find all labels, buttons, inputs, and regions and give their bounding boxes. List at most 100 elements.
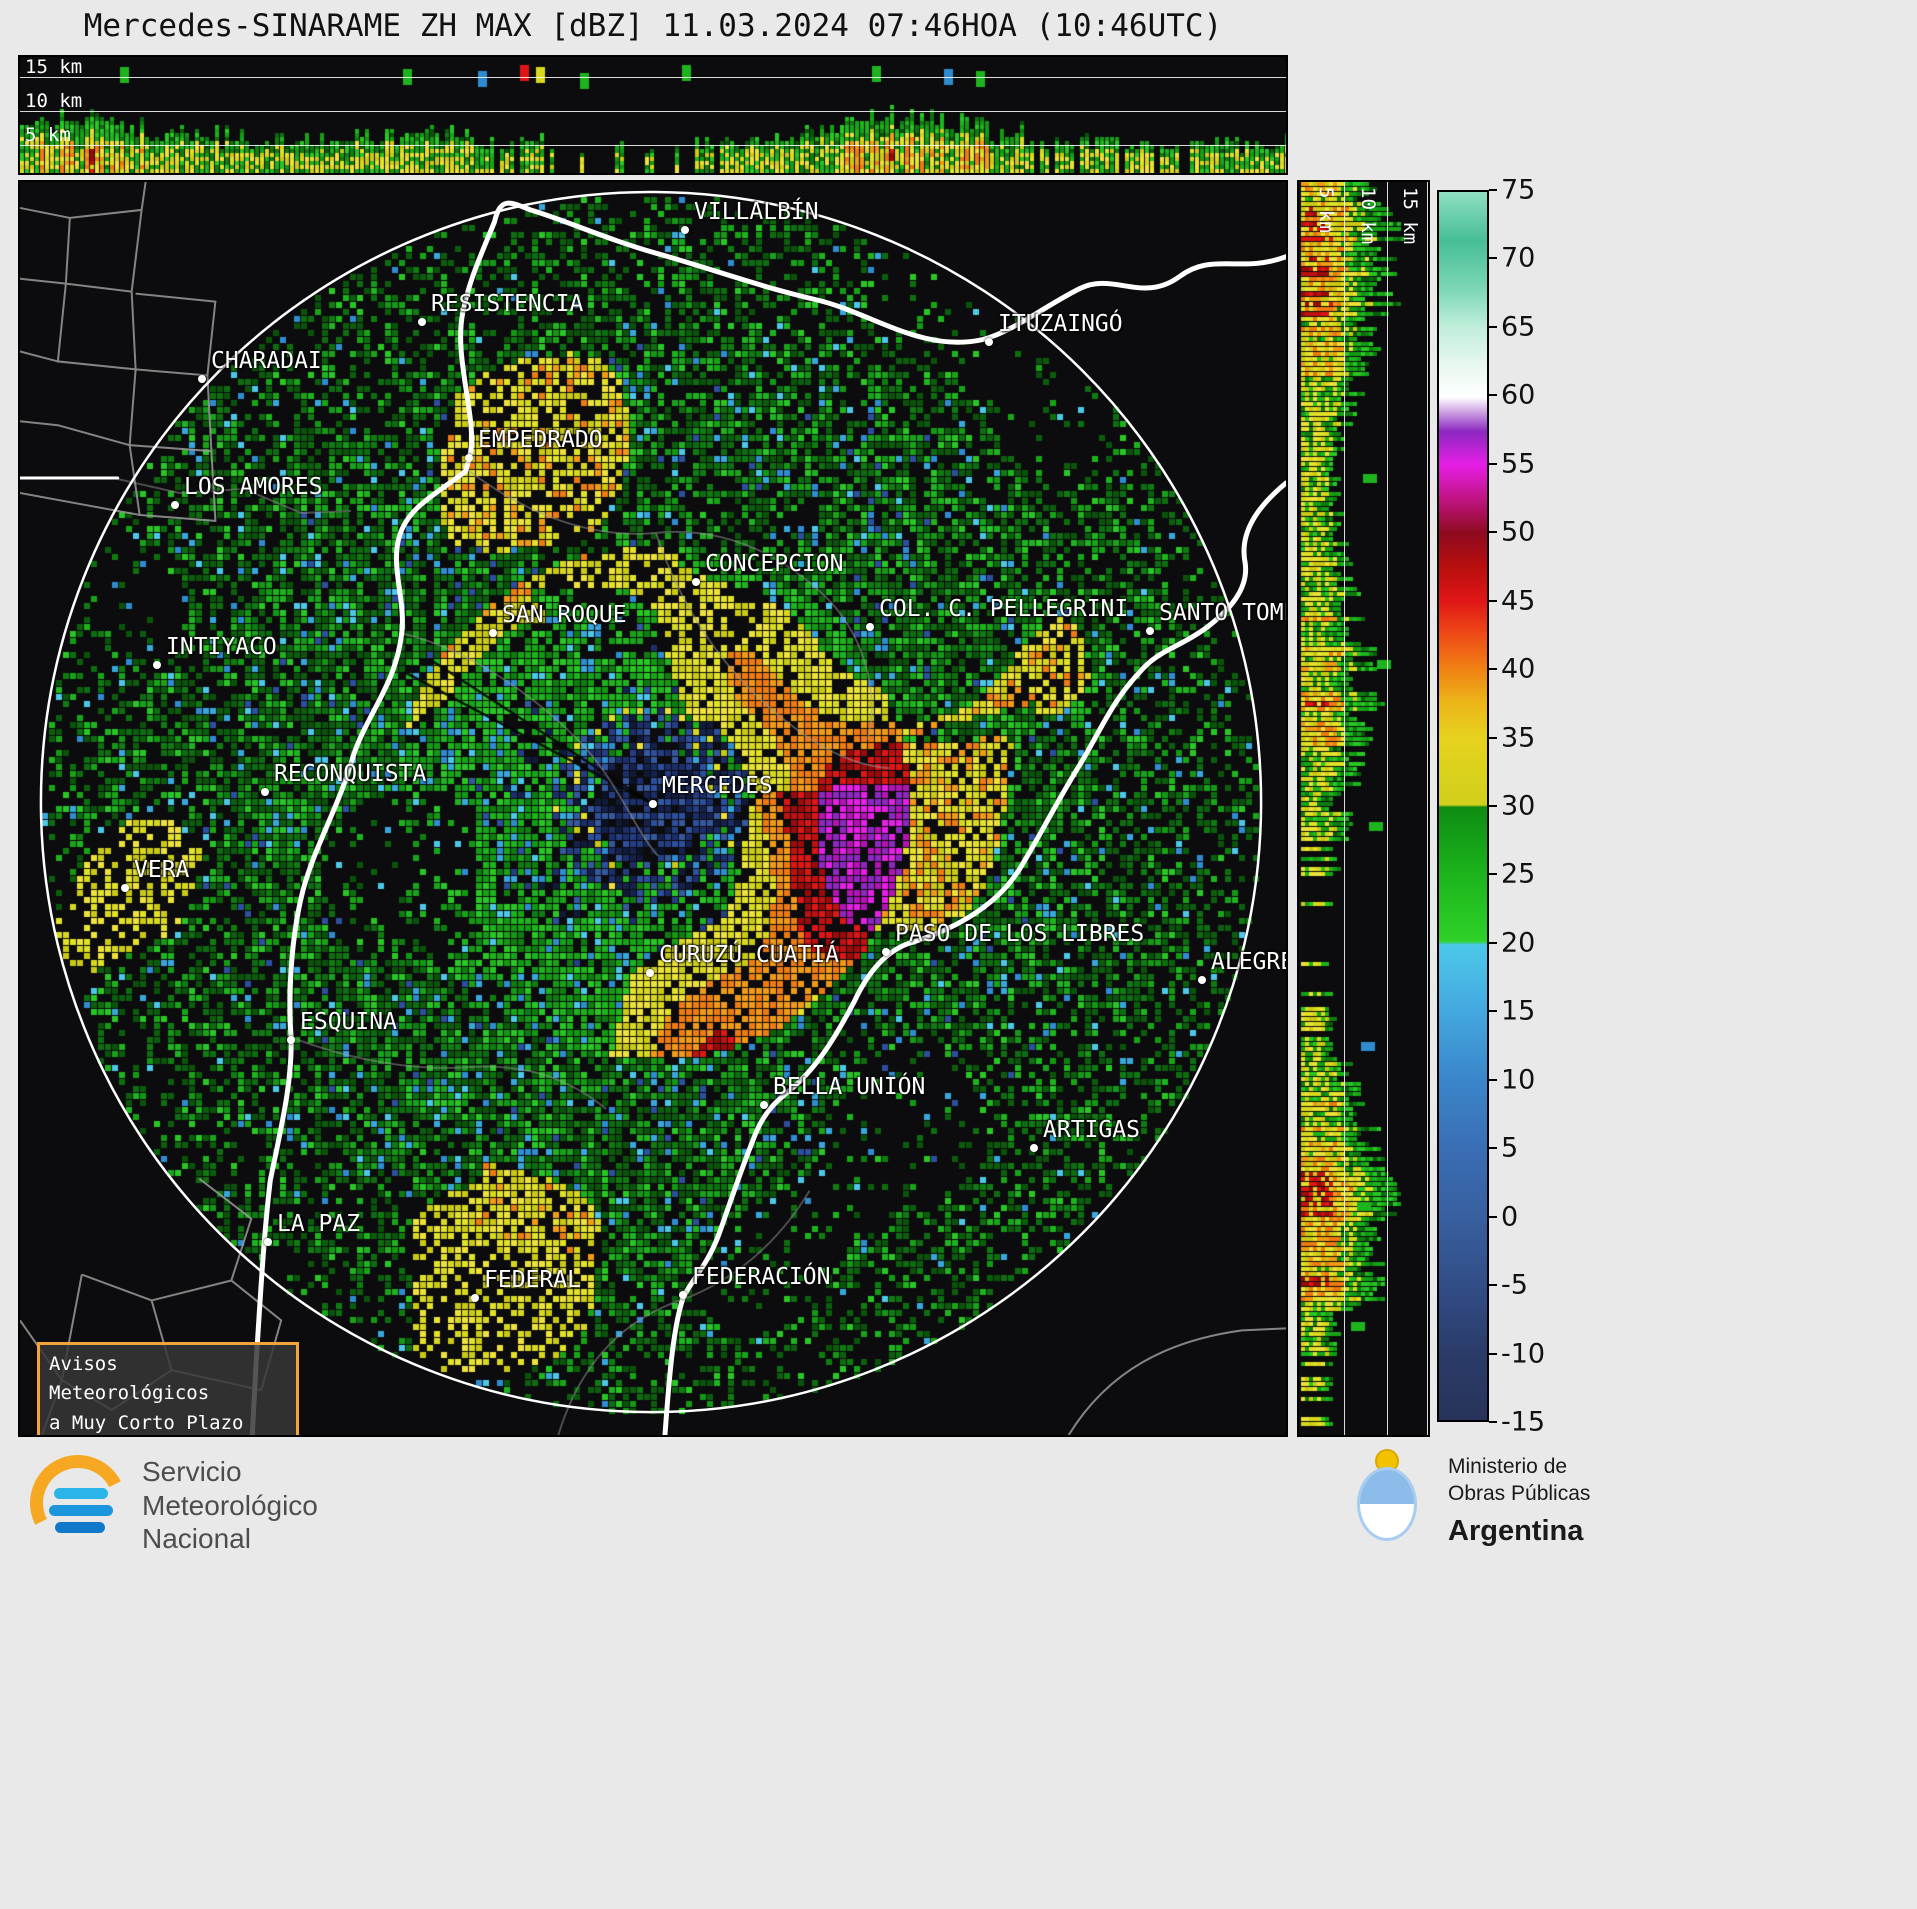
city-label: RESISTENCIA xyxy=(431,291,584,317)
ministry-wordmark: Ministerio de Obras Públicas Argentina xyxy=(1448,1453,1590,1550)
city-label: ALEGRETE xyxy=(1211,949,1286,975)
range-ring xyxy=(39,190,1263,1414)
colorbar-tick-label: -15 xyxy=(1501,1406,1546,1438)
colorbar-tick-label: 5 xyxy=(1501,1132,1519,1164)
city-label: FEDERACIÓN xyxy=(692,1264,831,1290)
colorbar-tick-mark xyxy=(1489,941,1497,944)
colorbar-tick-label: 30 xyxy=(1501,790,1536,822)
colorbar-tick-label: 45 xyxy=(1501,585,1536,617)
city-dot xyxy=(760,1101,768,1109)
city-dot xyxy=(882,948,890,956)
city-label: LA PAZ xyxy=(277,1211,361,1237)
interior-boundaries xyxy=(117,468,890,1435)
city-label: ITUZAINGÓ xyxy=(998,311,1123,337)
colorbar-tick-mark xyxy=(1489,1215,1497,1218)
alert-line-1: Avisos Meteorológicos xyxy=(49,1353,210,1405)
city-label: ARTIGAS xyxy=(1043,1117,1140,1143)
colorbar-tick-label: -10 xyxy=(1501,1338,1546,1370)
colorbar-tick-label: 15 xyxy=(1501,995,1536,1027)
smn-logo-stripe-icon xyxy=(55,1522,105,1533)
city-label: SAN ROQUE xyxy=(502,602,627,628)
city-layer: VILLALBÍN RESISTENCIA CHARADAI ITUZAINGÓ EMP… xyxy=(20,182,1286,1435)
colorbar-tick-label: 55 xyxy=(1501,448,1536,480)
city-label: VILLALBÍN xyxy=(694,199,819,225)
ministry-line: Obras Públicas xyxy=(1448,1482,1591,1506)
smn-logo-stripe-icon xyxy=(54,1488,108,1499)
colorbar-tick-mark xyxy=(1489,805,1497,807)
city-dot xyxy=(153,661,161,669)
city-dot xyxy=(465,454,473,462)
colorbar-tick-label: 60 xyxy=(1501,379,1536,411)
parana-river xyxy=(249,200,1286,1435)
city-label: LOS AMORES xyxy=(184,474,323,500)
colorbar-tick-mark xyxy=(1489,325,1497,328)
radar-echo-canvas xyxy=(20,182,1286,1435)
height-label: 5 km xyxy=(1315,187,1337,233)
city-label: COL. C. PELLEGRINI xyxy=(879,596,1129,622)
page-title: Mercedes-SINARAME ZH MAX [dBZ] 11.03.202… xyxy=(83,8,1223,44)
city-label: FEDERAL xyxy=(484,1267,581,1293)
height-gridline xyxy=(20,145,1286,146)
alert-line-2: a Muy Corto Plazo xyxy=(49,1411,244,1434)
city-label: MERCEDES xyxy=(662,773,773,799)
colorbar-tick-mark xyxy=(1489,1421,1497,1423)
right-cross-section-echoes xyxy=(1299,182,1428,1435)
colorbar-tick-label: 25 xyxy=(1501,858,1536,890)
city-label: CURUZÚ CUATIÁ xyxy=(659,942,840,968)
top-cross-section-panel: 15 km 10 km 5 km xyxy=(18,55,1288,175)
city-dot xyxy=(1146,627,1154,635)
colorbar-tick-label: 35 xyxy=(1501,722,1536,754)
city-dot xyxy=(1198,976,1206,984)
city-dot xyxy=(866,623,874,631)
ministry-country: Argentina xyxy=(1448,1514,1584,1547)
ministry-line: Ministerio de xyxy=(1448,1455,1568,1478)
height-label: 5 km xyxy=(25,124,71,146)
colorbar-tick-mark xyxy=(1489,873,1497,876)
colorbar-tick-label: 70 xyxy=(1501,242,1536,274)
shield-icon xyxy=(1357,1467,1417,1541)
colorbar-tick-label: 50 xyxy=(1501,516,1536,548)
footer: Servicio Meteorológico Nacional Minister… xyxy=(0,1437,1917,1909)
colorbar-tick-mark xyxy=(1489,1010,1497,1013)
top-cross-section-echoes xyxy=(20,57,1286,173)
smn-line: Nacional xyxy=(142,1523,251,1555)
city-label: BELLA UNIÓN xyxy=(773,1074,926,1100)
colorbar-tick-mark xyxy=(1489,462,1497,465)
colorbar xyxy=(1437,190,1489,1422)
height-gridline xyxy=(20,77,1286,78)
smn-logo-stripe-icon xyxy=(49,1505,113,1516)
height-gridline xyxy=(1344,182,1345,1435)
city-dot xyxy=(171,501,179,509)
smn-line: Servicio xyxy=(142,1456,242,1487)
city-dot xyxy=(287,1036,295,1044)
height-label: 10 km xyxy=(25,90,83,112)
city-label: CHARADAI xyxy=(211,348,322,374)
city-dot xyxy=(261,788,269,796)
alert-box: Avisos Meteorológicos a Muy Corto Plazo xyxy=(37,1342,299,1435)
height-label: 15 km xyxy=(1399,187,1421,245)
height-gridline xyxy=(1427,182,1428,1435)
city-label: ESQUINA xyxy=(300,1009,397,1035)
height-label: 15 km xyxy=(25,56,83,78)
height-label: 10 km xyxy=(1357,187,1379,245)
city-dot xyxy=(649,800,657,808)
rivers xyxy=(20,200,1286,1435)
smn-wordmark: Servicio Meteorológico Nacional xyxy=(142,1455,318,1556)
argentina-coat-of-arms-icon xyxy=(1342,1449,1432,1545)
city-dot xyxy=(679,1291,687,1299)
uruguay-river xyxy=(662,480,1286,1435)
city-label: SANTO TOMÉ xyxy=(1159,600,1288,626)
height-gridline xyxy=(1387,182,1388,1435)
colorbar-tick-label: 65 xyxy=(1501,311,1536,343)
colorbar-tick-label: 10 xyxy=(1501,1064,1536,1096)
height-gridline xyxy=(20,111,1286,112)
colorbar-tick-mark xyxy=(1489,257,1497,260)
city-label: VERA xyxy=(134,857,190,883)
city-dot xyxy=(985,338,993,346)
city-label: EMPEDRADO xyxy=(478,427,603,453)
city-label: INTIYACO xyxy=(166,634,277,660)
city-dot xyxy=(1030,1144,1038,1152)
city-dot xyxy=(264,1238,272,1246)
colorbar-tick-mark xyxy=(1489,599,1497,602)
